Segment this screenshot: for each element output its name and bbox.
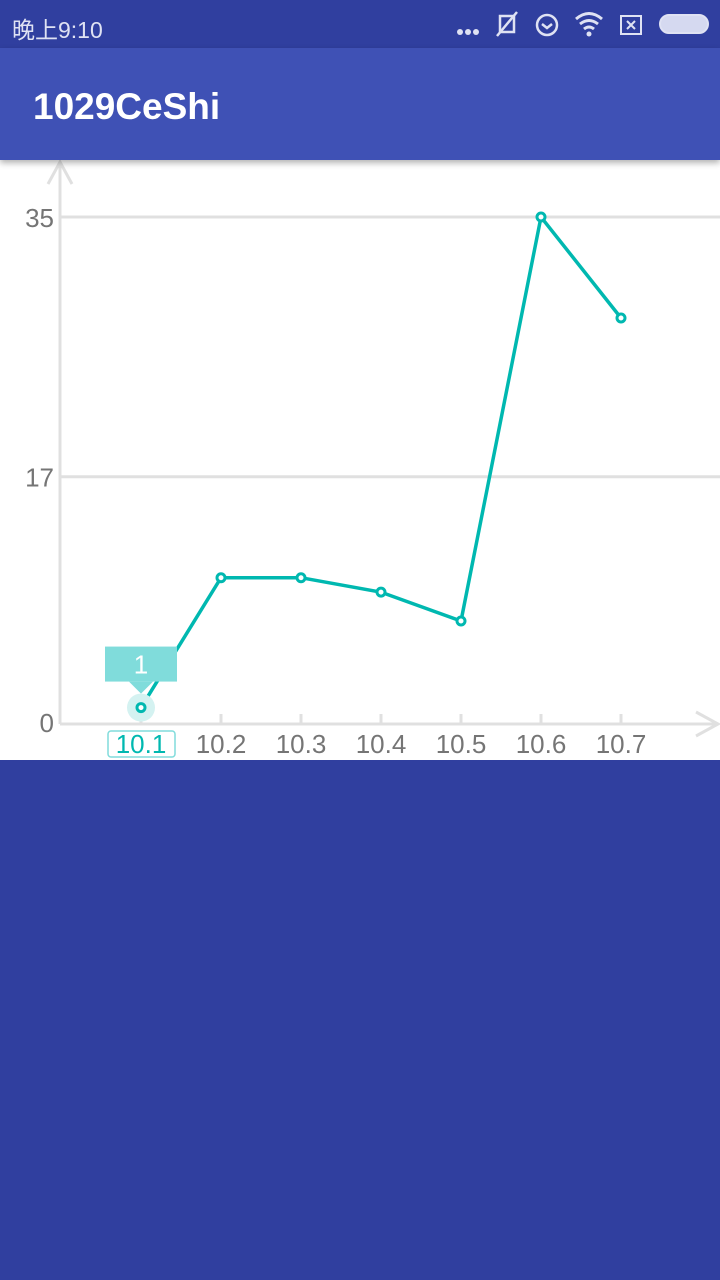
data-point[interactable]	[615, 312, 627, 324]
chart-svg: 0 17 35 10.1 10.2 10.3 10.4 10.5 10.6 10.7 1	[25, 158, 720, 759]
x-tick-label[interactable]: 10.4	[356, 729, 407, 759]
data-point[interactable]	[455, 615, 467, 627]
x-tick-label[interactable]: 10.7	[596, 729, 647, 759]
line-chart: 0 17 35 10.1 10.2 10.3 10.4 10.5 10.6 10.7 1	[0, 158, 720, 760]
status-time: 晚上9:10	[12, 17, 103, 43]
data-point[interactable]	[375, 586, 387, 598]
data-point[interactable]	[295, 572, 307, 584]
tooltip-pointer	[129, 681, 153, 694]
x-tick-label[interactable]: 10.2	[196, 729, 247, 759]
vibrate-muted-icon	[496, 11, 518, 37]
data-point[interactable]	[215, 572, 227, 584]
data-point[interactable]	[135, 702, 147, 714]
y-tick-label: 17	[25, 463, 54, 493]
x-tick-label[interactable]: 10.5	[436, 729, 487, 759]
y-axis-arrow	[46, 158, 74, 185]
battery-icon	[659, 14, 709, 34]
data-point[interactable]	[535, 211, 547, 223]
series-line	[139, 212, 623, 709]
app-bar: 1029CeShi	[0, 48, 720, 160]
sim-none-icon	[620, 15, 642, 35]
selected-label-box	[107, 730, 176, 758]
x-tick-label[interactable]: 10.6	[516, 729, 567, 759]
alarm-icon	[535, 13, 559, 37]
y-tick-label: 35	[25, 203, 54, 233]
tooltip-value: 1	[134, 650, 148, 680]
x-tick-label[interactable]: 10.3	[276, 729, 327, 759]
x-axis-arrow	[695, 710, 720, 738]
y-tick-label: 0	[40, 708, 54, 738]
status-bar: 晚上9:10	[0, 0, 720, 48]
app-title: 1029CeShi	[33, 86, 221, 127]
more-dots-icon	[457, 29, 479, 35]
wifi-icon	[575, 12, 603, 37]
tooltip-box	[105, 646, 177, 682]
x-tick-label[interactable]: 10.1	[116, 729, 167, 759]
